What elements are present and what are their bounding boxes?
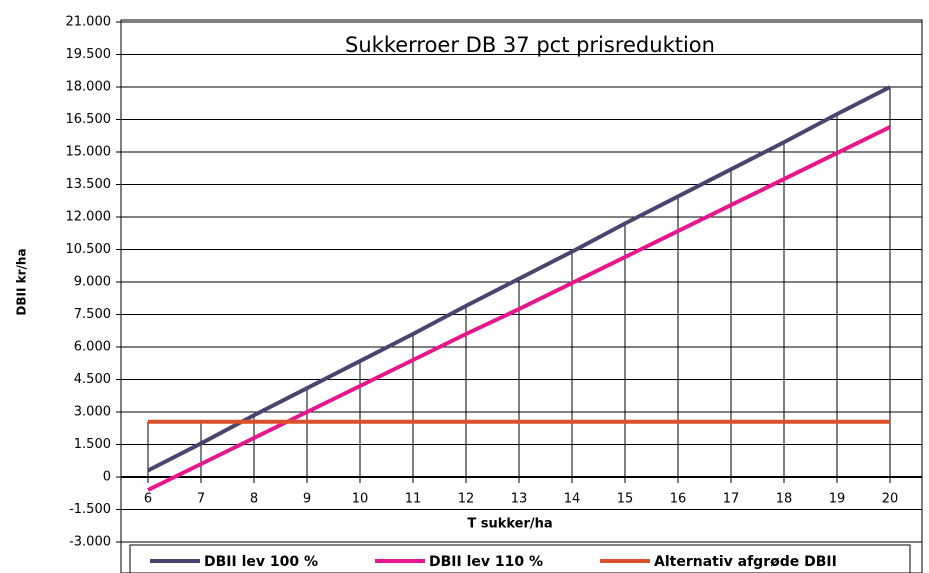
x-tick-label: 9	[303, 492, 311, 507]
y-tick-label: 4.500	[74, 372, 111, 387]
x-tick-label: 8	[250, 492, 258, 507]
x-tick-label: 13	[511, 492, 528, 507]
y-tick-label: -1.500	[69, 502, 111, 517]
y-tick-label: 12.000	[66, 210, 112, 225]
y-axis-label: DBII kr/ha	[15, 248, 29, 315]
legend-box	[129, 544, 911, 573]
x-tick-label: 14	[564, 492, 581, 507]
y-tick-label: 18.000	[66, 80, 112, 95]
y-tick-label: 16.500	[66, 112, 112, 127]
y-tick-label: -3.000	[69, 535, 111, 550]
x-tick-label: 20	[882, 492, 899, 507]
y-tick-label: 1.500	[74, 437, 111, 452]
plot-frame	[120, 19, 923, 573]
y-tick-label: 15.000	[66, 145, 112, 160]
chart-title: Sukkerroer DB 37 pct prisreduktion	[345, 33, 715, 57]
x-tick-label: 18	[776, 492, 793, 507]
x-tick-label: 15	[617, 492, 634, 507]
series-line	[147, 85, 891, 473]
y-tick-label: 3.000	[74, 405, 111, 420]
y-tick-label: 10.500	[66, 242, 112, 257]
y-tick-label: 7.500	[74, 307, 111, 322]
x-axis-label: T sukker/ha	[467, 517, 552, 532]
y-tick-label: 19.500	[66, 47, 112, 62]
x-tick-label: 16	[670, 492, 687, 507]
x-tick-label: 6	[144, 492, 152, 507]
legend-label: DBII lev 100 %	[204, 554, 318, 570]
legend-label: DBII lev 110 %	[429, 554, 543, 570]
x-tick-label: 19	[829, 492, 846, 507]
x-tick-label: 10	[352, 492, 369, 507]
legend-label: Alternativ afgrøde DBII	[654, 554, 837, 570]
x-tick-label: 17	[723, 492, 740, 507]
x-tick-label: 12	[458, 492, 475, 507]
x-tick-label: 11	[405, 492, 422, 507]
y-tick-label: 13.500	[66, 177, 112, 192]
y-tick-label: 6.000	[74, 340, 111, 355]
y-tick-label: 9.000	[74, 275, 111, 290]
series-line	[147, 125, 891, 492]
x-tick-label: 7	[197, 492, 205, 507]
y-tick-label: 21.000	[66, 15, 112, 30]
y-tick-label: 0	[103, 470, 111, 485]
